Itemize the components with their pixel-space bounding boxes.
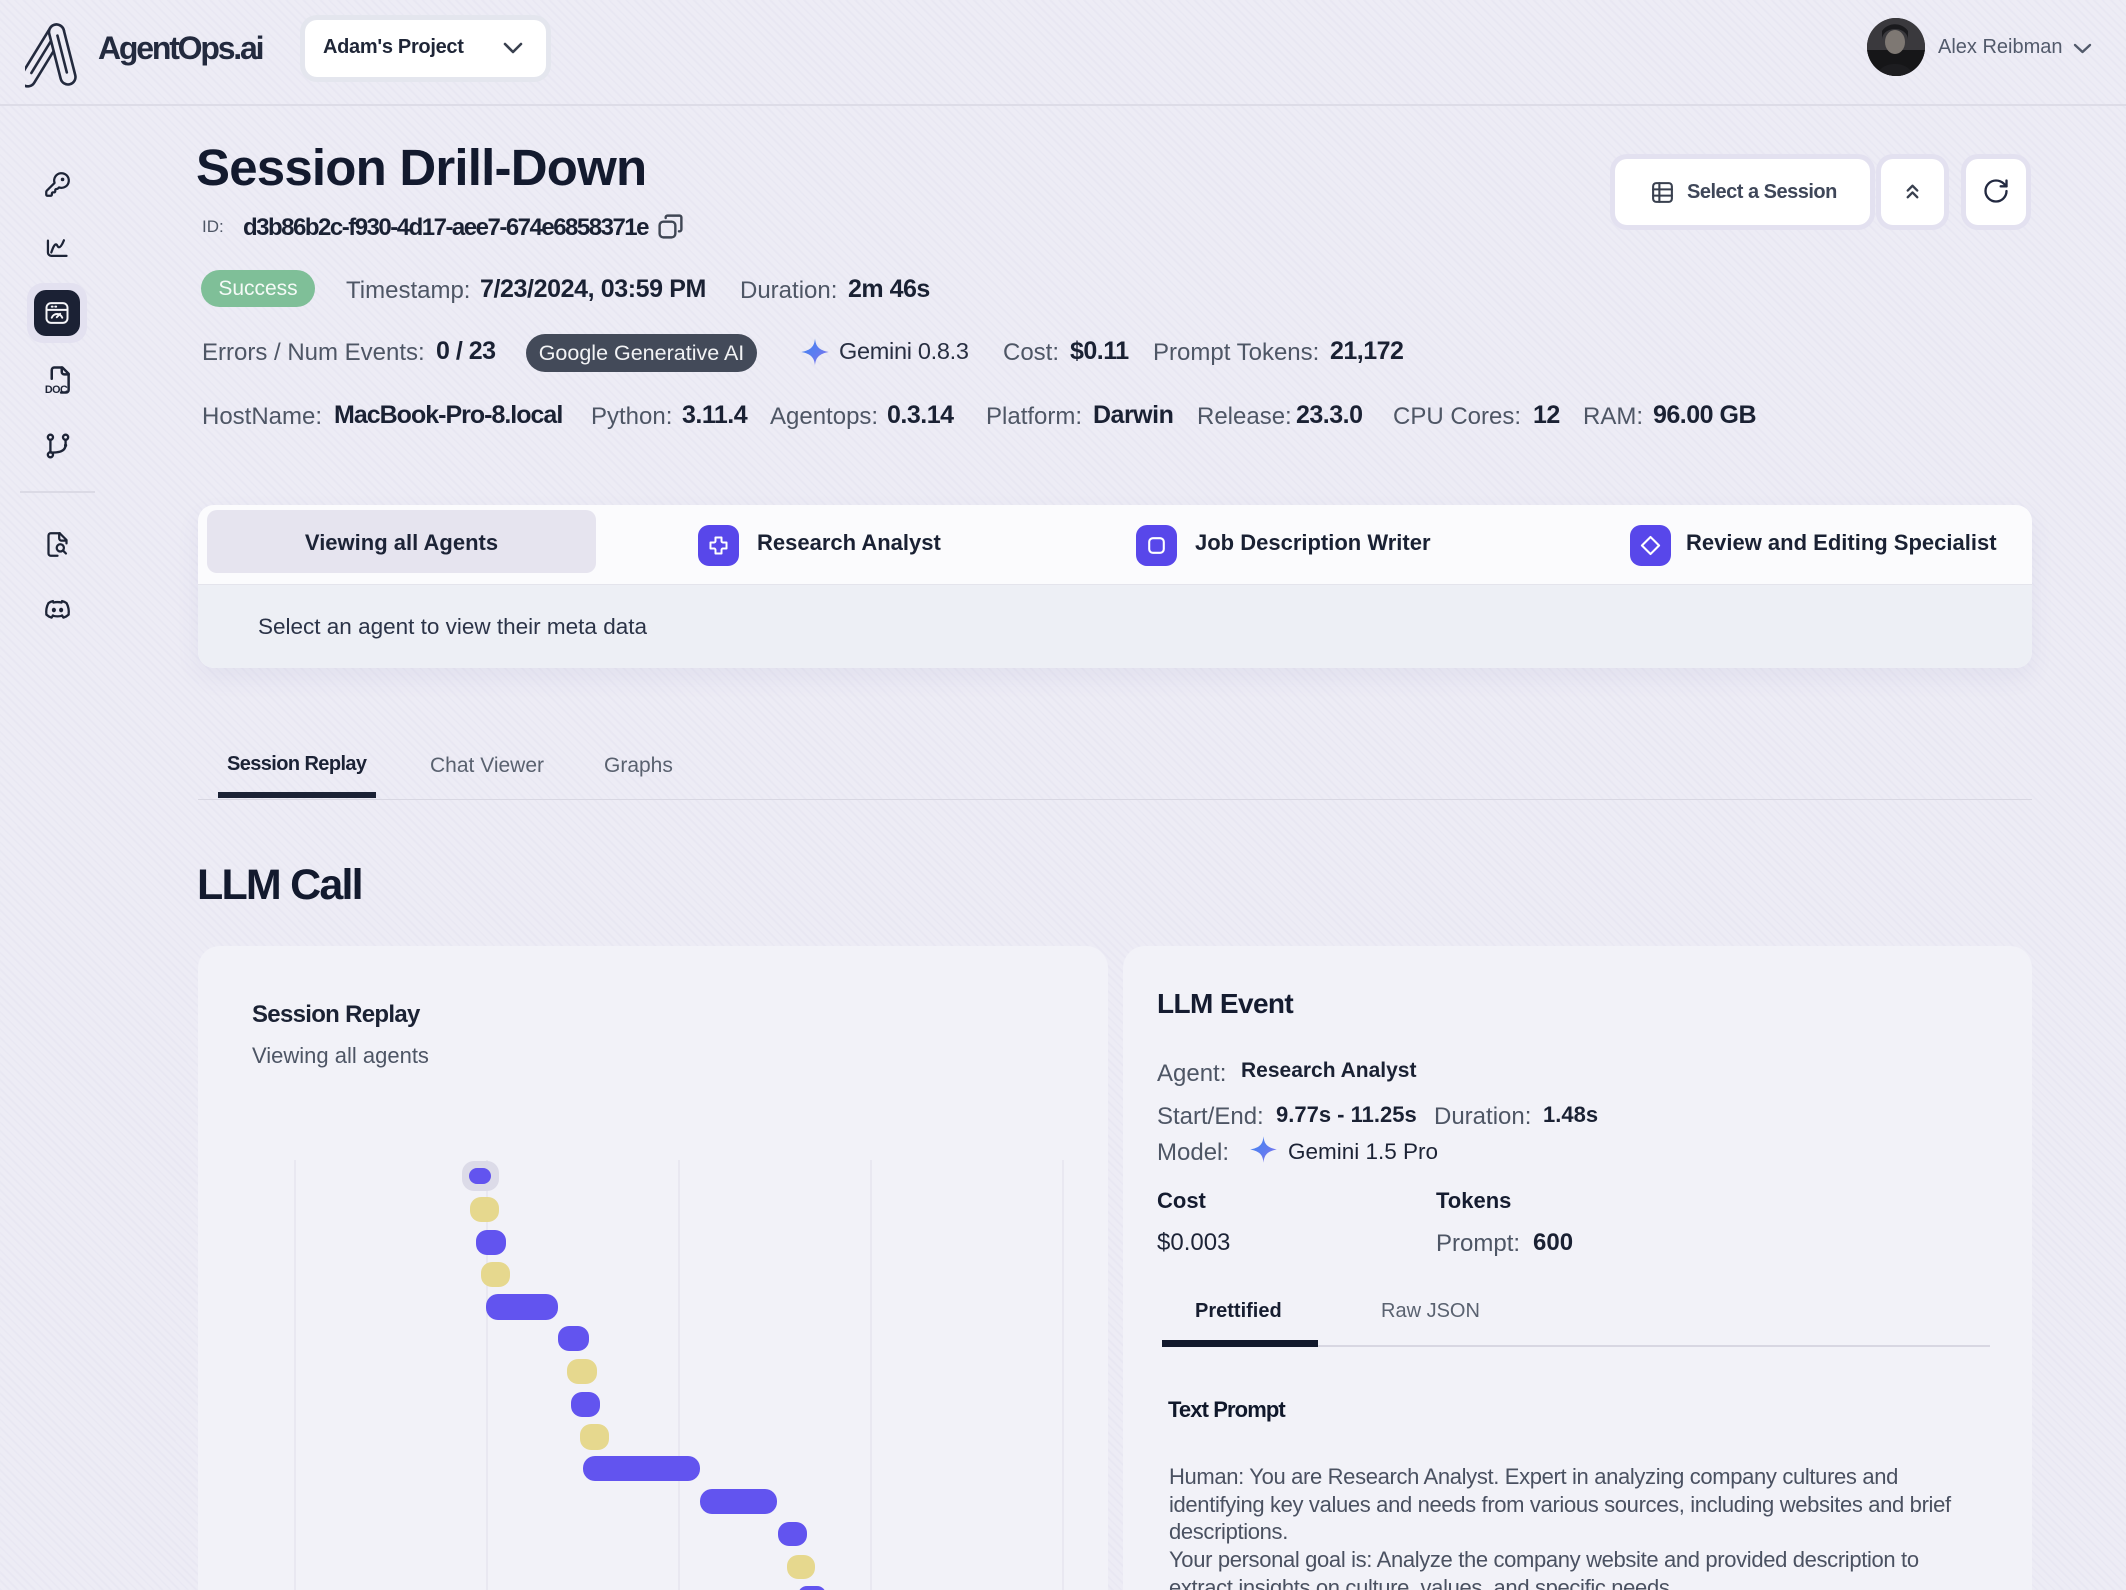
svg-text:DOC: DOC [45, 384, 68, 396]
